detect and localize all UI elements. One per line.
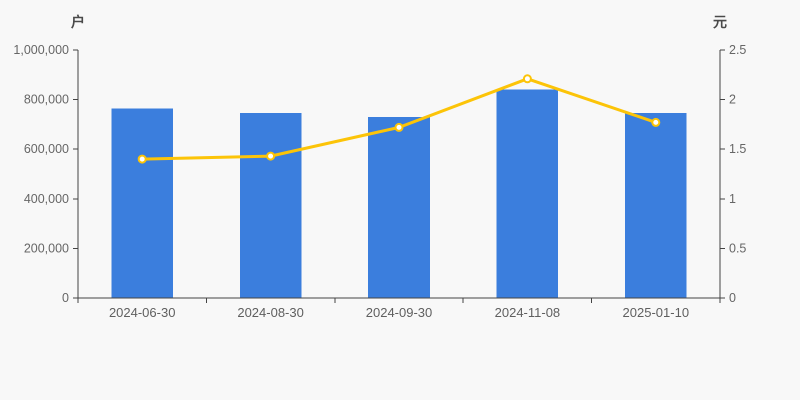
- right-axis-tick-label: 0: [729, 291, 736, 305]
- right-axis-tick-label: 1: [729, 192, 736, 206]
- bar-2024-08-30: [239, 113, 302, 298]
- left-axis-tick-label: 1,000,000: [13, 43, 69, 57]
- line-point-2024-09-30: [394, 122, 404, 132]
- right-axis-tick-label: 0.5: [729, 241, 746, 255]
- right-axis-tick-label: 1.5: [729, 142, 746, 156]
- line-point-2024-06-30: [137, 154, 147, 164]
- line-point-2024-11-08: [522, 74, 532, 84]
- right-axis-unit-label: 元: [713, 14, 727, 30]
- left-axis-tick-label: 0: [62, 291, 69, 305]
- bar-2024-09-30: [368, 117, 430, 298]
- left-axis-tick-label: 600,000: [24, 142, 69, 156]
- bar-2024-06-30: [111, 108, 173, 298]
- x-axis-category-label: 2025-01-10: [623, 305, 690, 320]
- right-axis-tick-label: 2: [729, 93, 736, 107]
- x-axis-category-label: 2024-09-30: [366, 305, 433, 320]
- left-axis-unit-label: 户: [71, 14, 85, 30]
- line-point-2025-01-10: [651, 117, 661, 127]
- line-point-2024-08-30: [266, 151, 276, 161]
- bar-2024-11-08: [496, 89, 559, 298]
- left-axis-tick-label: 200,000: [24, 241, 69, 255]
- x-axis-category-label: 2024-08-30: [237, 305, 304, 320]
- right-axis-tick-label: 2.5: [729, 43, 746, 57]
- left-axis-tick-label: 800,000: [24, 93, 69, 107]
- bar-2025-01-10: [625, 113, 687, 298]
- left-axis-tick-label: 400,000: [24, 192, 69, 206]
- x-axis-category-label: 2024-06-30: [109, 305, 176, 320]
- x-axis-category-label: 2024-11-08: [495, 305, 561, 320]
